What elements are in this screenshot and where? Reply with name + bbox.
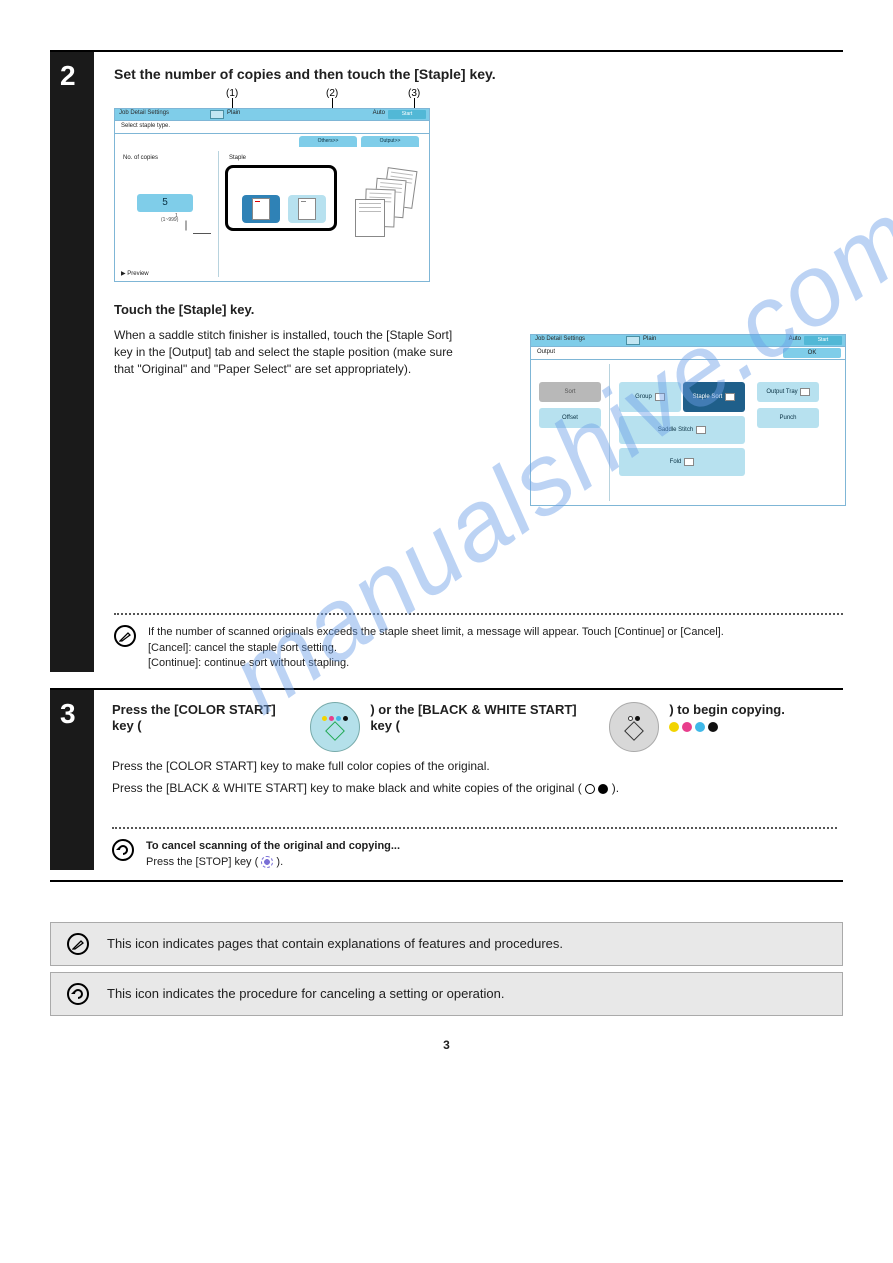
- step3-para1: Press the [COLOR START] key to make full…: [112, 758, 837, 775]
- paper-type-label: Plain: [227, 110, 240, 116]
- paper-icon: [210, 110, 224, 119]
- note-icon: [67, 933, 89, 955]
- step-sidebar: 3: [50, 690, 94, 870]
- step2-heading: Set the number of copies and then touch …: [114, 66, 843, 82]
- step3-heading-part1: Press the [COLOR START] key (: [112, 702, 300, 736]
- tab-output[interactable]: Output>>: [361, 136, 419, 147]
- step2b-heading: Touch the [Staple] key.: [114, 302, 843, 317]
- step3-heading-part2: ) or the [BLACK & WHITE START] key (: [370, 702, 599, 736]
- btn-offset[interactable]: Offset: [539, 408, 601, 428]
- legend-cancel-text: This icon indicates the procedure for ca…: [107, 986, 504, 1001]
- color-start-button-icon: [310, 702, 360, 752]
- btn-group[interactable]: Group: [619, 382, 681, 412]
- page-number: 3: [50, 1038, 843, 1052]
- copies-label: No. of copies: [123, 155, 158, 161]
- step-number-3: 3: [60, 698, 76, 730]
- staple-opt-off[interactable]: [288, 195, 326, 223]
- filled-dot-icon: [598, 784, 608, 794]
- stop-gear-icon: [261, 856, 273, 868]
- cancel-note: To cancel scanning of the original and c…: [146, 839, 400, 870]
- step2b-paragraph: When a saddle stitch finisher is install…: [114, 327, 474, 377]
- screen2-title: Job Detail Settings: [535, 336, 585, 342]
- staple-label: Staple: [229, 155, 246, 161]
- staple-group-highlight: [225, 165, 337, 231]
- auto-label: Auto: [789, 336, 801, 342]
- screen1-subtitle: Select staple type.: [115, 121, 429, 134]
- btn-sort[interactable]: Sort: [539, 382, 601, 402]
- btn-staple-sort[interactable]: Staple Sort: [683, 382, 745, 412]
- copies-range-val: 1: [175, 213, 178, 219]
- screen1-title: Job Detail Settings: [119, 110, 169, 116]
- callouts: (1) (2) (3): [114, 88, 430, 108]
- preview-link[interactable]: ▶ Preview: [121, 270, 149, 277]
- ring-icon: [585, 784, 595, 794]
- screen2-topbar: Job Detail Settings Plain Auto Start: [531, 335, 845, 347]
- step3-heading-part3: ) to begin copying.: [669, 702, 837, 736]
- btn-saddle[interactable]: Saddle Stitch: [619, 416, 745, 444]
- bw-start-button-icon: [609, 702, 659, 752]
- step-block-3: 3 Press the [COLOR START] key ( ) or the…: [50, 688, 843, 870]
- btn-punch[interactable]: Punch: [757, 408, 819, 428]
- paper-type-label: Plain: [643, 336, 656, 342]
- legend-cancel: This icon indicates the procedure for ca…: [50, 972, 843, 1016]
- output-preview-icon: [347, 169, 423, 245]
- legend-note-text: This icon indicates pages that contain e…: [107, 936, 563, 951]
- screen-output: Job Detail Settings Plain Auto Start Out…: [530, 334, 846, 506]
- btn-fold[interactable]: Fold: [619, 448, 745, 476]
- step3-para2: Press the [BLACK & WHITE START] key to m…: [112, 780, 837, 797]
- btn-output-tray[interactable]: Output Tray: [757, 382, 819, 402]
- step-block-2: 2 Set the number of copies and then touc…: [50, 50, 843, 672]
- ok-button[interactable]: OK: [783, 348, 841, 358]
- step-number-2: 2: [60, 60, 76, 92]
- cancel-icon: [67, 983, 89, 1005]
- cancel-icon: [112, 839, 134, 861]
- start-button-mini[interactable]: Start: [804, 336, 842, 345]
- note-exceed-limit: If the number of scanned originals excee…: [148, 625, 724, 671]
- staple-opt-on[interactable]: [242, 195, 280, 223]
- color-dots-icon: [669, 722, 718, 732]
- paper-icon: [626, 336, 640, 345]
- screen2-sub: Output OK: [531, 347, 845, 360]
- step-sidebar: 2: [50, 52, 94, 672]
- legend-note: This icon indicates pages that contain e…: [50, 922, 843, 966]
- note-icon: [114, 625, 136, 647]
- copies-value-button[interactable]: 5: [137, 194, 193, 212]
- screen2-sub-label: Output: [537, 349, 555, 355]
- screen1-topbar: Job Detail Settings Plain Auto Start: [115, 109, 429, 121]
- auto-label: Auto: [373, 110, 385, 116]
- screen-job-detail: Job Detail Settings Plain Auto Start Sel…: [114, 108, 430, 282]
- tab-others[interactable]: Others>>: [299, 136, 357, 147]
- start-button-mini[interactable]: Start: [388, 110, 426, 119]
